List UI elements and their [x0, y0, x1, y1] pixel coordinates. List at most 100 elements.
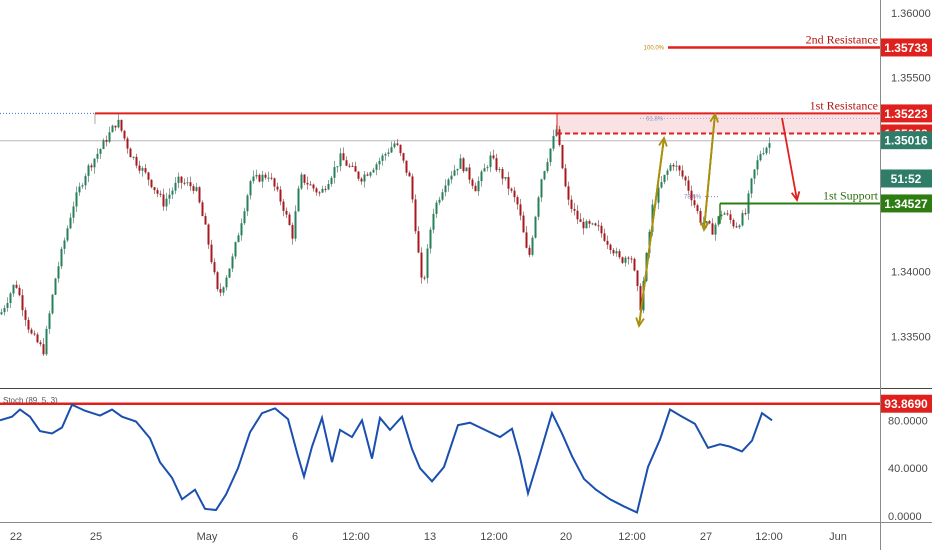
candle-body: [432, 213, 435, 230]
candle-body: [570, 199, 573, 209]
candle-body: [171, 190, 174, 195]
candle-body: [102, 140, 105, 150]
candle-body: [294, 211, 297, 239]
candle-body: [390, 147, 393, 153]
candle-body: [759, 153, 762, 161]
candle-body: [297, 188, 300, 212]
candle-body: [165, 198, 168, 207]
candle-body: [387, 152, 390, 154]
candle-body: [471, 179, 474, 186]
candle-body: [567, 186, 570, 200]
candle-body: [393, 143, 396, 148]
candle-body: [126, 138, 129, 149]
candle-body: [45, 328, 48, 355]
candle-body: [423, 277, 426, 279]
tag-1st-support: 1.34527: [884, 197, 928, 211]
projection-arrow-up-head: [658, 135, 668, 147]
candle-body: [714, 224, 717, 235]
candle-body: [174, 182, 177, 191]
x-tick-label: 13: [424, 531, 436, 543]
candle-body: [495, 158, 498, 171]
candle-body: [450, 175, 453, 180]
osc-y-tick-label: 40.0000: [888, 463, 928, 475]
candle-body: [339, 153, 342, 167]
y-tick-label: 1.34000: [891, 267, 931, 279]
candle-body: [459, 158, 462, 169]
tag-countdown-bg: [881, 169, 932, 188]
candle-body: [738, 225, 741, 228]
candle-body: [408, 172, 411, 177]
candle-body: [519, 204, 522, 216]
candle-body: [78, 186, 81, 193]
candle-body: [285, 210, 288, 215]
candle-body: [24, 310, 27, 320]
candle-body: [672, 164, 675, 167]
candle-body: [159, 193, 162, 195]
candle-body: [90, 165, 93, 168]
candle-body: [462, 158, 465, 172]
candle-body: [360, 178, 363, 182]
candle-body: [51, 294, 54, 314]
candle-body: [576, 210, 579, 220]
candle-body: [675, 165, 678, 167]
candle-body: [696, 205, 699, 211]
candle-body: [33, 333, 36, 335]
indicator-label: Stoch (89, 5, 3): [3, 396, 58, 405]
candle-body: [660, 182, 663, 188]
candle-body: [690, 190, 693, 201]
candle-body: [756, 160, 759, 170]
candle-body: [366, 174, 369, 176]
candle-body: [357, 171, 360, 179]
candle-body: [81, 185, 84, 187]
candle-body: [597, 225, 600, 227]
candle-body: [345, 160, 348, 166]
x-tick-label: Jun: [829, 531, 847, 543]
candle-body: [198, 187, 201, 203]
candle-body: [168, 194, 171, 199]
candle-body: [510, 188, 513, 191]
candle-body: [447, 179, 450, 186]
tag-1st-support-bg: [881, 194, 932, 213]
candle-body: [54, 278, 57, 295]
candle-body: [228, 268, 231, 278]
candle-body: [411, 176, 414, 200]
candle-body: [288, 214, 291, 226]
candle-body: [246, 195, 249, 212]
candle-body: [735, 226, 738, 228]
candle-body: [318, 192, 321, 194]
projection-arrow-up-2-head: [709, 111, 719, 123]
candle-body: [528, 247, 531, 255]
candle-body: [354, 166, 357, 172]
candle-body: [486, 167, 489, 169]
candle-body: [27, 319, 30, 330]
candle-body: [711, 223, 714, 235]
candle-body: [153, 187, 156, 191]
candle-body: [693, 200, 696, 206]
candle-body: [156, 190, 159, 194]
candle-body: [111, 125, 114, 133]
candle-body: [609, 244, 612, 251]
candle-body: [438, 199, 441, 203]
y-tick-label: 1.35500: [891, 73, 931, 85]
candle-body: [564, 168, 567, 187]
fib-786-label: 78.6%: [684, 195, 702, 201]
candle-body: [117, 119, 120, 128]
candle-body: [60, 248, 63, 267]
candle-body: [258, 174, 261, 182]
candle-body: [636, 270, 639, 286]
candle-body: [402, 153, 405, 161]
candle-body: [501, 169, 504, 179]
candle-body: [6, 303, 9, 308]
candle-body: [603, 233, 606, 241]
candle-body: [183, 182, 186, 184]
candle-body: [141, 168, 144, 171]
candle-body: [18, 287, 21, 296]
candle-body: [552, 135, 555, 149]
candle-body: [3, 307, 6, 313]
candle-body: [369, 172, 372, 176]
candle-body: [708, 221, 711, 224]
candle-body: [633, 258, 636, 271]
candle-body: [405, 160, 408, 173]
candle-body: [540, 179, 543, 198]
candle-body: [663, 174, 666, 183]
